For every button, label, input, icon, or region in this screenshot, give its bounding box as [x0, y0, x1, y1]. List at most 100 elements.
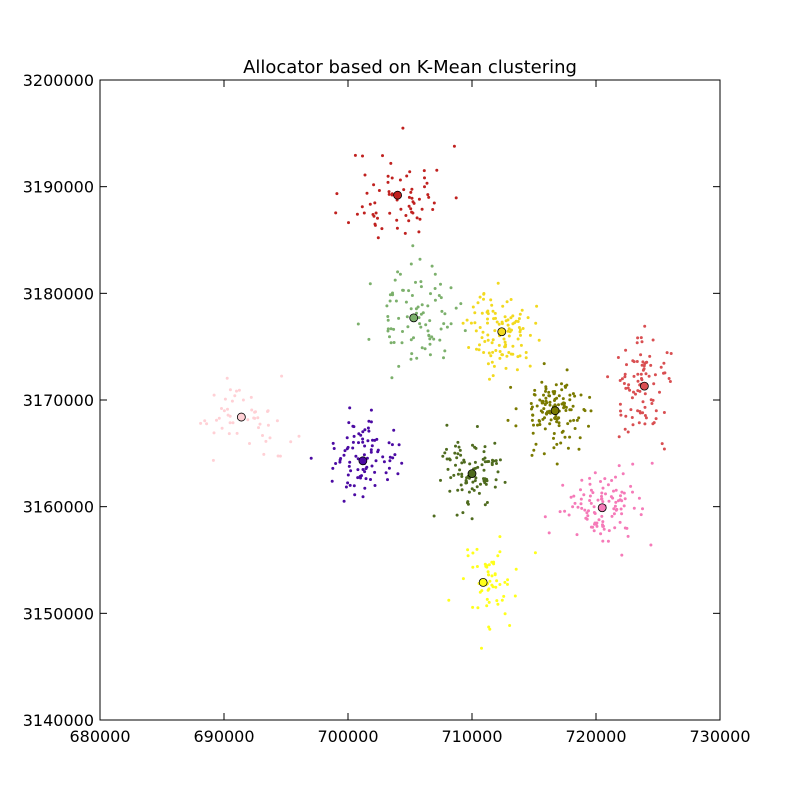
data-point	[442, 322, 446, 326]
data-point	[557, 421, 561, 425]
data-point	[520, 308, 524, 312]
data-point	[632, 506, 636, 510]
data-point	[369, 448, 373, 452]
data-point	[228, 414, 232, 418]
data-point	[475, 425, 479, 428]
data-point	[376, 216, 379, 220]
data-point	[441, 454, 445, 458]
data-point	[405, 174, 409, 178]
data-point	[495, 579, 499, 583]
data-point	[362, 453, 366, 457]
data-point	[532, 393, 536, 396]
data-point	[424, 323, 428, 327]
data-point	[233, 394, 237, 398]
data-point	[572, 494, 576, 498]
data-point	[506, 582, 509, 586]
data-point	[568, 419, 572, 423]
data-point	[589, 409, 593, 413]
data-point	[439, 296, 443, 300]
data-point	[393, 453, 397, 457]
data-point	[367, 337, 371, 341]
data-point	[394, 299, 398, 303]
data-point	[439, 282, 442, 286]
data-point	[353, 153, 357, 157]
data-point	[266, 409, 270, 413]
data-point	[386, 478, 389, 482]
data-point	[624, 348, 628, 352]
data-point	[417, 230, 421, 234]
data-point	[613, 526, 617, 530]
data-point	[490, 463, 494, 467]
data-point	[342, 453, 346, 457]
data-point	[623, 427, 627, 431]
data-point	[385, 304, 389, 308]
data-point	[640, 340, 644, 344]
data-point	[477, 348, 481, 352]
data-point	[483, 477, 487, 481]
data-point	[420, 207, 424, 211]
data-point	[460, 475, 464, 478]
data-point	[371, 213, 375, 216]
data-point	[631, 423, 635, 427]
data-point	[543, 515, 547, 519]
data-point	[538, 419, 542, 423]
data-point	[589, 488, 593, 492]
data-point	[636, 372, 640, 376]
data-point	[642, 367, 646, 371]
data-point	[544, 385, 548, 389]
data-point	[552, 391, 556, 395]
data-point	[355, 212, 359, 216]
data-point	[486, 338, 490, 342]
data-point	[614, 500, 618, 504]
data-point	[662, 447, 666, 451]
data-point	[492, 562, 496, 566]
data-point	[542, 393, 545, 397]
data-point	[460, 488, 464, 492]
data-point	[641, 400, 645, 404]
data-point	[529, 402, 533, 405]
data-point	[552, 432, 556, 435]
data-point	[447, 598, 451, 602]
data-point	[418, 322, 422, 326]
data-point	[517, 326, 521, 329]
data-point	[561, 397, 565, 401]
data-point	[518, 330, 522, 334]
data-point	[448, 458, 452, 462]
data-point	[455, 456, 459, 460]
data-point	[408, 170, 412, 174]
data-point	[409, 262, 413, 266]
data-point	[618, 520, 622, 524]
data-point	[386, 180, 390, 184]
data-point	[654, 417, 658, 421]
data-point	[476, 301, 480, 305]
data-point	[511, 314, 515, 318]
data-point	[618, 402, 622, 406]
data-point	[603, 477, 607, 481]
data-point	[648, 354, 652, 358]
data-point	[486, 362, 490, 366]
data-point	[612, 507, 616, 511]
data-point	[432, 514, 436, 518]
data-point	[564, 385, 567, 389]
data-point	[643, 392, 647, 396]
data-point	[639, 513, 643, 517]
data-point	[361, 495, 365, 499]
data-point	[503, 315, 507, 319]
data-point	[433, 287, 437, 290]
y-tick-label: 3180000	[23, 284, 94, 303]
data-point	[369, 478, 372, 481]
data-point	[503, 580, 507, 584]
data-point	[212, 431, 216, 435]
x-tick-label: 720000	[565, 727, 626, 746]
data-point	[653, 373, 657, 377]
data-point	[487, 563, 491, 567]
data-point	[497, 343, 501, 347]
data-point	[262, 452, 266, 456]
data-point	[483, 503, 487, 507]
data-point	[426, 193, 430, 197]
points-layer	[199, 126, 673, 650]
data-point	[503, 340, 507, 344]
data-point	[662, 371, 665, 375]
data-point	[491, 309, 495, 313]
data-point	[366, 426, 370, 430]
